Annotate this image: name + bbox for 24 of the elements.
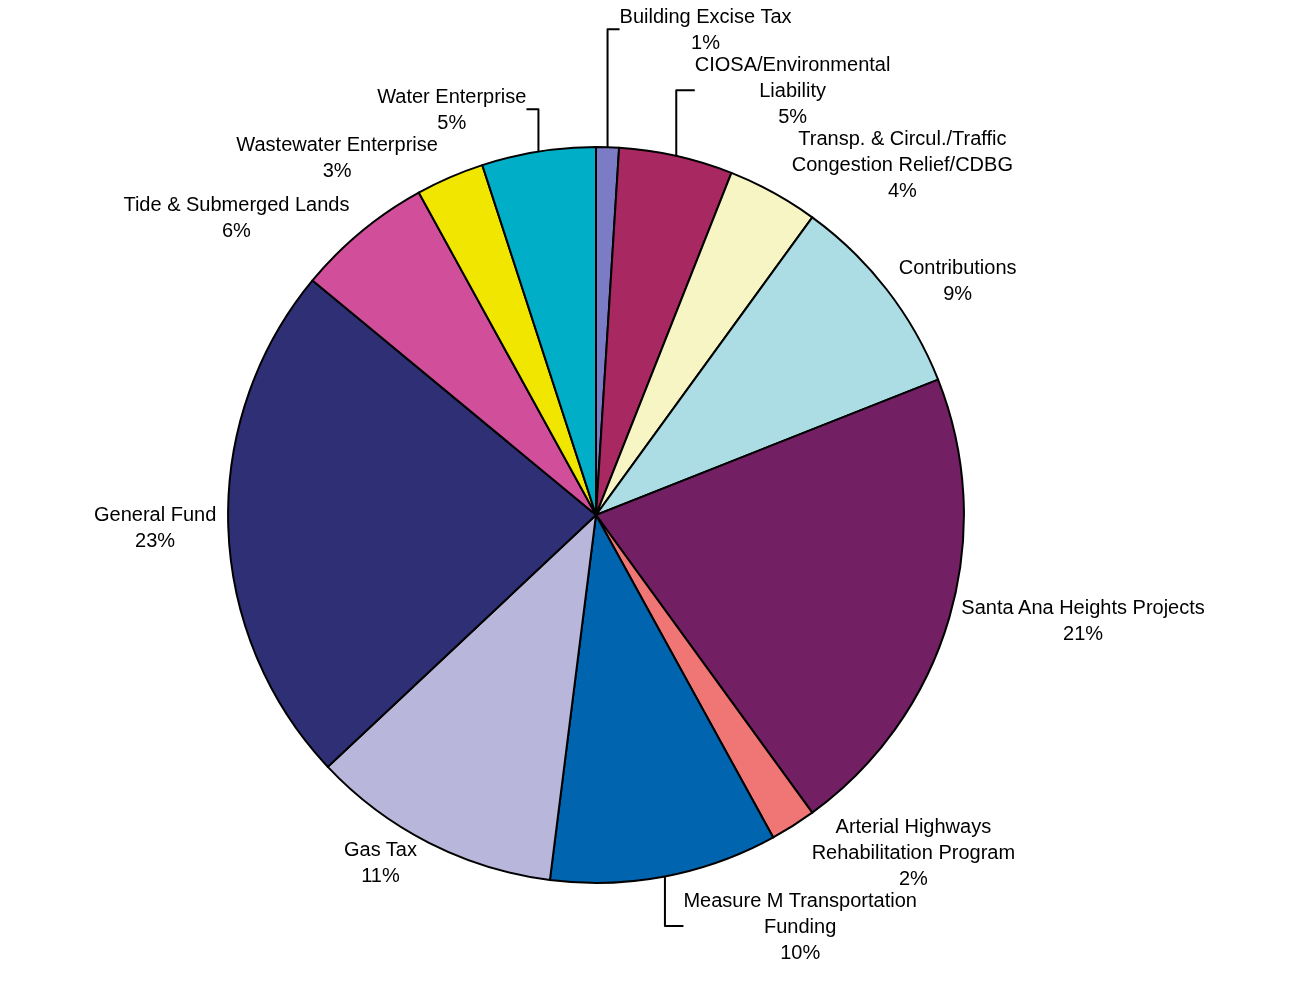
- data-label: 6%: [221, 219, 252, 242]
- slice-label: Transp. & Circul./Traffic Congestion Relief/CDBG: [791, 127, 1013, 176]
- slice-label: CIOSA/Environmental Liability: [694, 53, 891, 102]
- data-label: 5%: [778, 105, 808, 128]
- slice-label: Wastewater Enterprise: [236, 133, 438, 156]
- slice-label: Tide & Submerged Lands: [123, 193, 350, 216]
- data-label: 4%: [887, 179, 918, 202]
- data-label: 9%: [943, 282, 973, 305]
- slice-label: Arterial Highways Rehabilitation Program: [811, 815, 1016, 864]
- data-label: 1%: [691, 31, 721, 54]
- slice-label: Measure M Transportation Funding: [683, 889, 917, 938]
- data-label: 3%: [322, 159, 352, 182]
- data-label: 5%: [437, 111, 467, 134]
- data-label: 23%: [135, 528, 176, 551]
- slice-label: General Fund: [93, 502, 217, 525]
- slice-label: Water Enterprise: [377, 85, 527, 108]
- data-label: 11%: [361, 863, 400, 886]
- slice-label: Santa Ana Heights Projects: [961, 595, 1205, 618]
- data-label: 10%: [780, 941, 821, 964]
- slice-label: Building Excise Tax: [619, 5, 792, 28]
- slice-label: Gas Tax: [343, 837, 417, 860]
- data-label: 21%: [1063, 621, 1104, 644]
- data-label: 2%: [898, 867, 929, 890]
- slice-label: Contributions: [898, 256, 1017, 279]
